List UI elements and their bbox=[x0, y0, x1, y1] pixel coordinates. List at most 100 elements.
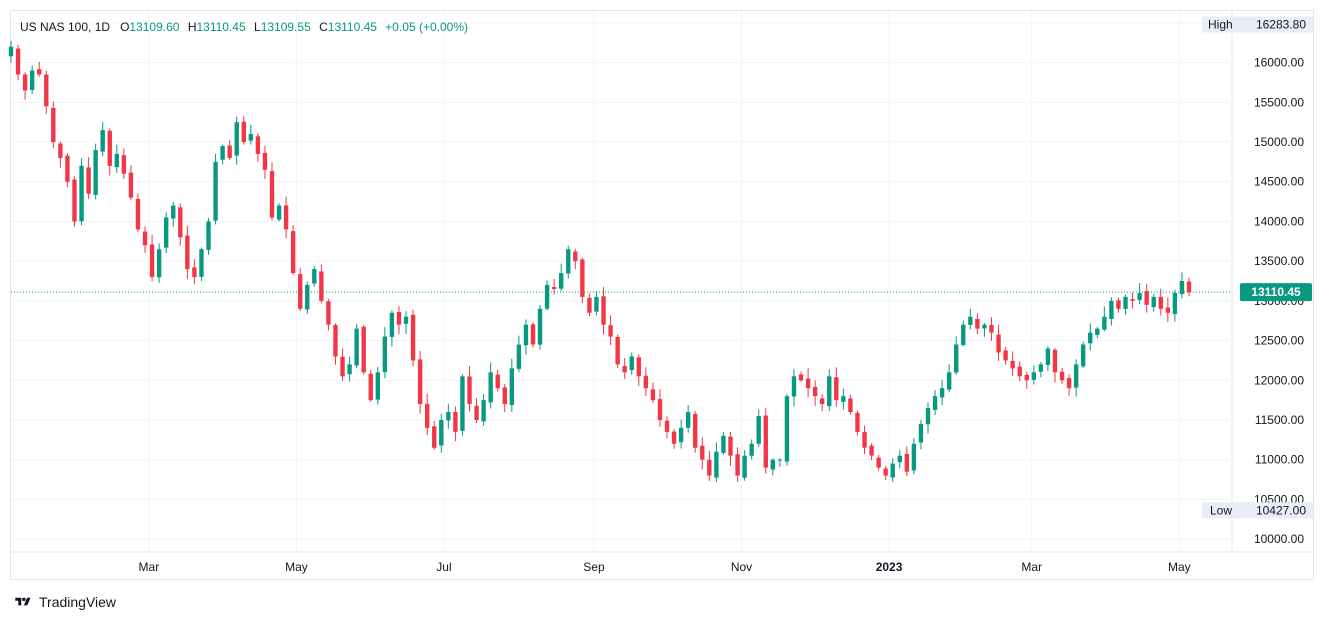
candle bbox=[446, 403, 451, 429]
candle bbox=[855, 410, 860, 436]
candle-body bbox=[827, 376, 832, 407]
candle-body bbox=[573, 251, 578, 262]
candle bbox=[749, 439, 754, 460]
candle bbox=[587, 293, 592, 317]
candle bbox=[509, 358, 515, 412]
candle bbox=[841, 388, 846, 410]
candle-body bbox=[432, 426, 437, 448]
candle bbox=[410, 309, 416, 367]
candle-body bbox=[735, 454, 740, 476]
candle bbox=[608, 315, 613, 346]
candle bbox=[1137, 283, 1142, 305]
candle-body bbox=[107, 130, 112, 166]
candle bbox=[918, 420, 924, 450]
candle bbox=[685, 405, 691, 433]
candle-body bbox=[410, 314, 416, 361]
candle-body bbox=[530, 324, 536, 345]
candle-body bbox=[326, 301, 331, 325]
price-axis[interactable]: 16500.0016000.0015500.0015000.0014500.00… bbox=[1254, 16, 1304, 546]
candle-body bbox=[869, 445, 874, 456]
candle bbox=[1144, 283, 1149, 313]
candle bbox=[290, 225, 296, 276]
candle bbox=[784, 393, 790, 466]
candle-body bbox=[368, 373, 373, 401]
candle bbox=[319, 264, 324, 304]
low-value-legend: 13109.55 bbox=[260, 20, 311, 34]
candle bbox=[869, 443, 874, 461]
tradingview-brand[interactable]: TradingView bbox=[12, 594, 116, 610]
candle-body bbox=[305, 284, 310, 310]
candle-body bbox=[1137, 292, 1142, 300]
candle bbox=[326, 298, 331, 331]
candle-body bbox=[220, 146, 225, 160]
candle-body bbox=[622, 366, 627, 373]
candle-body bbox=[312, 269, 317, 284]
candle-body bbox=[1151, 296, 1156, 308]
last-price-value: 13110.45 bbox=[1251, 285, 1301, 299]
candle bbox=[128, 165, 134, 201]
candle-body bbox=[1045, 348, 1051, 365]
ohlc-legend: US NAS 100, 1D O13109.60 H13110.45 L1310… bbox=[20, 20, 468, 34]
candle bbox=[156, 243, 162, 283]
candle-body bbox=[749, 443, 754, 456]
candle bbox=[954, 336, 959, 375]
chart-frame[interactable] bbox=[10, 10, 1314, 580]
candle bbox=[946, 364, 952, 393]
candle bbox=[678, 419, 684, 449]
x-tick-label: Jul bbox=[436, 560, 451, 574]
candle-body bbox=[544, 284, 550, 309]
candle-body bbox=[982, 324, 987, 329]
candle-body bbox=[22, 74, 28, 91]
candle-body bbox=[1031, 372, 1037, 380]
candle-body bbox=[608, 325, 613, 337]
candle-body bbox=[255, 136, 261, 154]
candle bbox=[862, 425, 867, 454]
candle bbox=[163, 211, 169, 254]
candle-body bbox=[509, 368, 515, 406]
candle-body bbox=[142, 231, 148, 246]
open-label: O bbox=[120, 20, 130, 34]
candle bbox=[1081, 341, 1086, 369]
candle bbox=[827, 369, 832, 411]
candle bbox=[65, 153, 70, 188]
candle-body bbox=[1081, 344, 1086, 367]
candle-body bbox=[206, 221, 211, 250]
candle bbox=[375, 366, 380, 405]
high-value-legend: 13110.45 bbox=[196, 20, 246, 34]
candle bbox=[700, 437, 705, 470]
candle bbox=[693, 411, 698, 453]
candle bbox=[347, 356, 352, 382]
candle-body bbox=[1024, 374, 1029, 381]
candle bbox=[269, 162, 275, 221]
candle-body bbox=[199, 249, 204, 277]
candle bbox=[629, 352, 634, 375]
candle bbox=[770, 458, 776, 476]
candle bbox=[742, 450, 747, 481]
candle-body bbox=[939, 388, 945, 398]
candle-body bbox=[439, 419, 444, 446]
candle bbox=[636, 354, 641, 386]
candle-body bbox=[834, 377, 839, 401]
candle-body bbox=[340, 356, 345, 377]
candle-body bbox=[989, 325, 994, 333]
y-tick-label: 12500.00 bbox=[1254, 334, 1304, 348]
time-axis[interactable]: Mar May Jul Sep Nov 2023 Mar May bbox=[139, 560, 1191, 574]
candle bbox=[735, 447, 740, 482]
candle-body bbox=[276, 205, 282, 220]
candle bbox=[523, 319, 529, 355]
candle-body bbox=[714, 451, 719, 478]
candle-body bbox=[481, 400, 486, 422]
y-tick-label: 15500.00 bbox=[1254, 95, 1304, 109]
candle-body bbox=[756, 416, 761, 444]
x-tick-label: May bbox=[285, 560, 308, 574]
candle bbox=[939, 379, 945, 406]
candle-body bbox=[234, 122, 239, 156]
candle-body bbox=[1109, 300, 1114, 320]
candle-body bbox=[566, 249, 571, 274]
candle bbox=[312, 266, 317, 287]
candle-body bbox=[51, 107, 56, 143]
candle-body bbox=[721, 435, 726, 453]
candle bbox=[559, 263, 564, 292]
candle-body bbox=[262, 152, 268, 170]
